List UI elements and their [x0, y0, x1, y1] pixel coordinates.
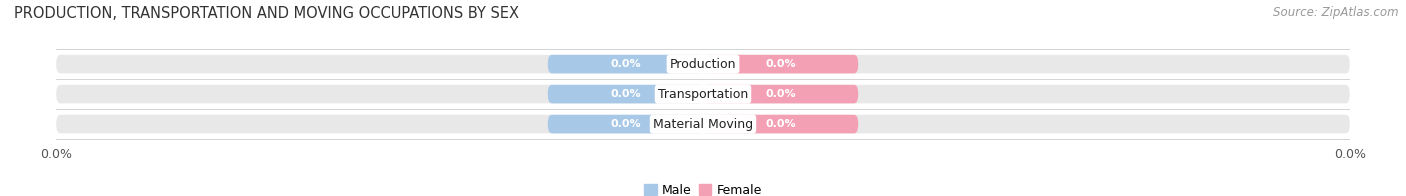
FancyBboxPatch shape — [703, 115, 858, 133]
FancyBboxPatch shape — [56, 85, 1350, 103]
Text: 0.0%: 0.0% — [610, 89, 641, 99]
FancyBboxPatch shape — [703, 85, 858, 103]
Text: Material Moving: Material Moving — [652, 118, 754, 131]
Text: 0.0%: 0.0% — [610, 119, 641, 129]
FancyBboxPatch shape — [548, 115, 703, 133]
Text: PRODUCTION, TRANSPORTATION AND MOVING OCCUPATIONS BY SEX: PRODUCTION, TRANSPORTATION AND MOVING OC… — [14, 6, 519, 21]
Text: 0.0%: 0.0% — [765, 59, 796, 69]
Legend: Male, Female: Male, Female — [640, 179, 766, 196]
Text: 0.0%: 0.0% — [765, 119, 796, 129]
Text: 0.0%: 0.0% — [610, 59, 641, 69]
FancyBboxPatch shape — [548, 85, 703, 103]
Text: 0.0%: 0.0% — [765, 89, 796, 99]
FancyBboxPatch shape — [56, 55, 1350, 73]
FancyBboxPatch shape — [548, 55, 703, 73]
FancyBboxPatch shape — [56, 115, 1350, 133]
FancyBboxPatch shape — [703, 55, 858, 73]
Text: Production: Production — [669, 58, 737, 71]
Text: Source: ZipAtlas.com: Source: ZipAtlas.com — [1274, 6, 1399, 19]
Text: Transportation: Transportation — [658, 88, 748, 101]
